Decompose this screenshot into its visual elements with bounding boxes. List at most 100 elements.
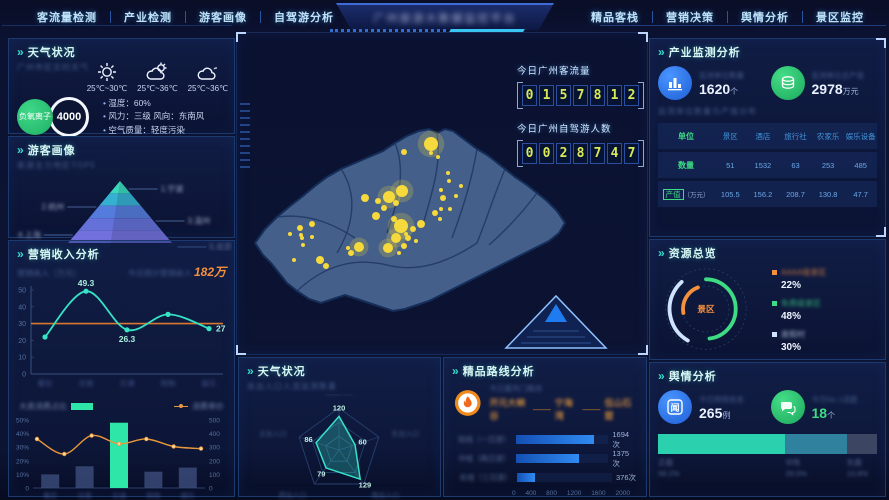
nav-tab[interactable]: 营销决策: [666, 12, 714, 24]
poi-dot[interactable]: [288, 232, 292, 236]
poi-dot[interactable]: [410, 226, 416, 232]
poi-dot[interactable]: [292, 258, 296, 262]
point-label: 27: [216, 324, 226, 334]
nav-tab[interactable]: 自驾游分析: [274, 12, 334, 24]
legend-item[interactable]: 免费级景区 48%: [772, 298, 826, 322]
poi-dot[interactable]: [316, 256, 324, 264]
poi-dot[interactable]: [414, 239, 418, 243]
flame-icon: [454, 389, 481, 416]
left-y-tick: 40%: [16, 431, 29, 438]
legend-bar-label[interactable]: 大类消费占比: [19, 402, 67, 411]
panel-chevron: »: [658, 369, 665, 383]
x-tick: 购物: [161, 378, 176, 388]
poi-dot[interactable]: [375, 198, 381, 204]
poi-dot[interactable]: [401, 149, 407, 155]
poi-dot[interactable]: [383, 243, 393, 253]
panel-chevron: »: [658, 45, 665, 59]
poi-dot[interactable]: [446, 171, 450, 175]
poi-dot[interactable]: [405, 235, 411, 241]
legend-item[interactable]: AAAA级景区 22%: [772, 267, 826, 291]
poi-dot[interactable]: [391, 233, 401, 243]
poi-dot[interactable]: [440, 195, 446, 201]
nav-tab[interactable]: 产业检测: [124, 12, 172, 24]
nav-tab[interactable]: 客流量检测: [37, 12, 97, 24]
routes-title: 精品路线分析: [462, 366, 535, 378]
poi-dot[interactable]: [381, 205, 387, 211]
poi-dot[interactable]: [348, 250, 354, 256]
column-header: 农家乐: [816, 131, 840, 141]
stat-unit: 个: [730, 86, 739, 96]
poi-dot[interactable]: [394, 219, 408, 233]
column-header: 娱乐设备: [845, 131, 876, 141]
poi-dot[interactable]: [297, 225, 303, 231]
poi-dot[interactable]: [300, 236, 304, 240]
poi-dot[interactable]: [439, 188, 443, 192]
poi-dot[interactable]: [301, 243, 305, 247]
row-label-badge: 产值: [662, 188, 684, 200]
stat-label: 监测单位数量: [699, 70, 744, 80]
nav-tab[interactable]: 游客画像: [199, 12, 247, 24]
legend-item[interactable]: 度假村 30%: [772, 329, 826, 353]
pyramid-layer: [88, 205, 152, 219]
route-stop: 伍山石窟: [604, 398, 632, 421]
poi-dot[interactable]: [309, 221, 315, 227]
poi-dot[interactable]: [459, 184, 463, 188]
deco-ticks: [240, 103, 250, 173]
poi-dot[interactable]: [393, 200, 399, 206]
column-header: 旅行社: [784, 131, 807, 141]
poi-dot[interactable]: [417, 220, 425, 228]
bar: [75, 466, 94, 488]
poi-dot[interactable]: [397, 251, 401, 255]
route-bar-row: 短线（一日游） 1694次: [450, 430, 636, 449]
poi-dot[interactable]: [432, 210, 438, 216]
poi-dot[interactable]: [424, 137, 438, 151]
route-stop: 宁海湾: [554, 398, 573, 421]
poi-dot[interactable]: [429, 151, 433, 155]
pyramid-layer: [68, 230, 172, 243]
poi-dot[interactable]: [346, 246, 350, 250]
district-boundary: [421, 132, 440, 229]
poi-dot[interactable]: [354, 242, 364, 252]
poi-dot[interactable]: [447, 179, 451, 183]
nav-tab[interactable]: 景区监控: [816, 12, 864, 24]
poi-dot[interactable]: [439, 207, 443, 211]
poi-dot[interactable]: [372, 212, 380, 220]
table-cell: 105.5: [720, 189, 740, 199]
nav-tab[interactable]: 舆情分析: [741, 12, 789, 24]
svg-text:闻: 闻: [670, 402, 679, 413]
poi-dot[interactable]: [401, 243, 407, 249]
digit-box: 0: [522, 143, 537, 164]
hot-route[interactable]: 开元大峡谷 —— 宁海湾 —— 伍山石窟: [489, 396, 636, 422]
poi-dot[interactable]: [404, 232, 408, 236]
route-bar-chart: 短线（一日游） 1694次 中线（两日游） 1375次 长线（三日游） 376次: [444, 422, 646, 487]
legend-percent: 22%: [781, 280, 802, 291]
poi-dot[interactable]: [438, 217, 442, 221]
district-boundary: [336, 168, 353, 254]
poi-dot[interactable]: [391, 216, 397, 222]
poi-dot[interactable]: [361, 194, 369, 202]
poi-dot[interactable]: [436, 155, 440, 159]
legend-name: AAAA级景区: [781, 268, 827, 277]
pyramid-layer: [99, 193, 141, 206]
digit-box: 0: [522, 85, 537, 106]
nav-right-tabs: 精品客栈 营销决策 舆情分析 景区监控: [578, 9, 877, 25]
visitor-panel: » 游客画像 客源主力地区TOP5 1.宁波 2.杭州 3.温州 4.上海 5.北京: [8, 136, 235, 252]
poi-dot[interactable]: [396, 185, 408, 197]
poi-dot[interactable]: [454, 194, 458, 198]
marketing-title: 营销收入分析: [27, 249, 100, 261]
donut-guide-ring: [665, 268, 747, 350]
point-label: 26.3: [119, 334, 136, 344]
poi-dot[interactable]: [383, 191, 395, 203]
radar-grid: [298, 407, 380, 485]
region-map[interactable]: [237, 33, 647, 354]
route-bar-label: 中线（两日游）: [458, 454, 511, 463]
poi-dot[interactable]: [448, 207, 452, 211]
legend-line-swatch[interactable]: 消费单价: [174, 401, 224, 412]
corner-bracket: [638, 345, 648, 355]
weather-panel: » 天气状况 广州市区实时天气 25℃~30℃ 25℃~36℃ 25℃~36℃: [8, 38, 235, 137]
nav-tab[interactable]: 精品客栈: [591, 12, 639, 24]
poi-dot[interactable]: [323, 263, 329, 269]
poi-dot[interactable]: [310, 235, 314, 239]
digit-box: 4: [607, 143, 622, 164]
legend-bar-swatch[interactable]: [71, 403, 93, 410]
